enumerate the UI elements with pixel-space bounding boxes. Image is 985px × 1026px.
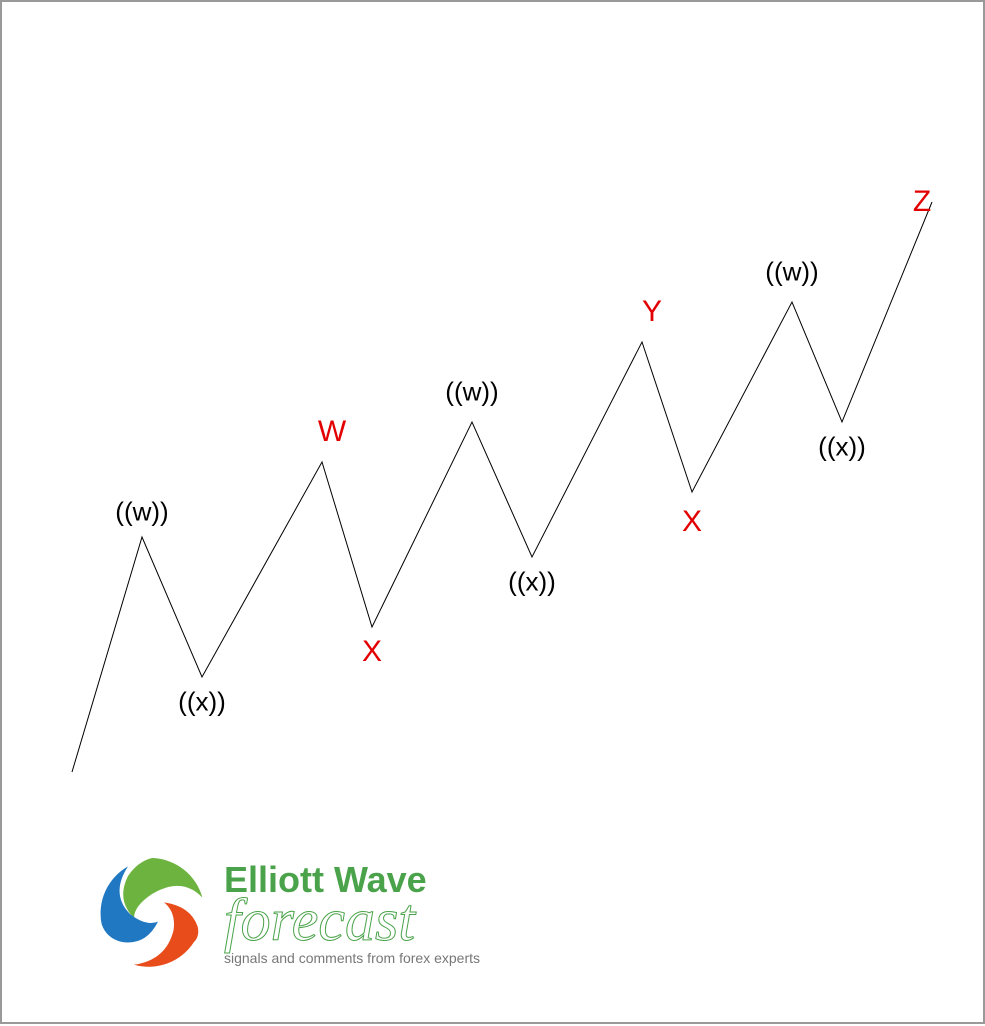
wave-label-8: ((w)) xyxy=(765,257,818,288)
wave-label-1: ((x)) xyxy=(178,687,226,718)
wave-label-9: ((x)) xyxy=(818,432,866,463)
swirl-green-path xyxy=(123,858,202,918)
wave-label-0: ((w)) xyxy=(115,497,168,528)
wave-label-7: X xyxy=(682,505,702,539)
wave-label-10: Z xyxy=(913,185,931,219)
chart-frame: ((w)) ((x)) W X ((w)) ((x)) Y X ((w)) ((x)) Z Elli… xyxy=(0,0,985,1024)
logo-block: Elliott Wave forecast signals and commen… xyxy=(92,852,480,972)
logo-script: forecast xyxy=(224,895,480,946)
wave-label-5: ((x)) xyxy=(508,567,556,598)
logo-text-block: Elliott Wave forecast signals and commen… xyxy=(224,859,480,966)
logo-swirl-icon xyxy=(92,852,212,972)
logo-tagline: signals and comments from forex experts xyxy=(224,950,480,966)
wave-label-4: ((w)) xyxy=(445,377,498,408)
wave-label-3: X xyxy=(362,635,382,669)
wave-label-2: W xyxy=(318,415,346,449)
wave-label-6: Y xyxy=(642,295,662,329)
